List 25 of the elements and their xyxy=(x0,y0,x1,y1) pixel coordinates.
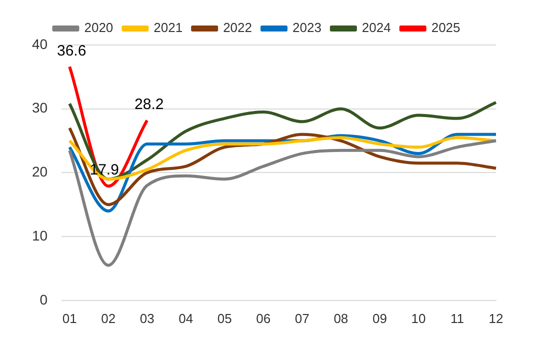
x-tick-label: 09 xyxy=(372,310,387,326)
y-tick-label: 10 xyxy=(32,227,48,244)
y-tick-label: 0 xyxy=(40,291,48,308)
x-tick-label: 12 xyxy=(488,310,504,326)
x-tick-label: 08 xyxy=(334,310,348,326)
legend-label: 2021 xyxy=(154,20,183,36)
legend-label: 2025 xyxy=(431,20,460,36)
y-tick-label: 20 xyxy=(32,164,48,180)
legend-label: 2022 xyxy=(223,20,252,36)
data-label: 28.2 xyxy=(134,96,164,113)
legend-label: 2020 xyxy=(84,20,114,36)
legend-label: 2024 xyxy=(362,20,391,36)
x-tick-label: 05 xyxy=(217,310,232,326)
x-tick-label: 03 xyxy=(140,310,154,326)
x-tick-label: 04 xyxy=(178,310,194,326)
legend-label: 2023 xyxy=(292,20,322,36)
x-tick-label: 11 xyxy=(450,310,464,326)
data-label: 36.6 xyxy=(56,42,86,60)
x-tick-label: 02 xyxy=(101,310,116,326)
y-tick-label: 30 xyxy=(32,100,48,116)
x-tick-label: 06 xyxy=(256,310,271,326)
x-tick-label: 01 xyxy=(62,310,77,326)
x-tick-label: 10 xyxy=(411,310,426,326)
y-tick-label: 40 xyxy=(32,36,48,52)
x-tick-label: 07 xyxy=(294,310,310,326)
